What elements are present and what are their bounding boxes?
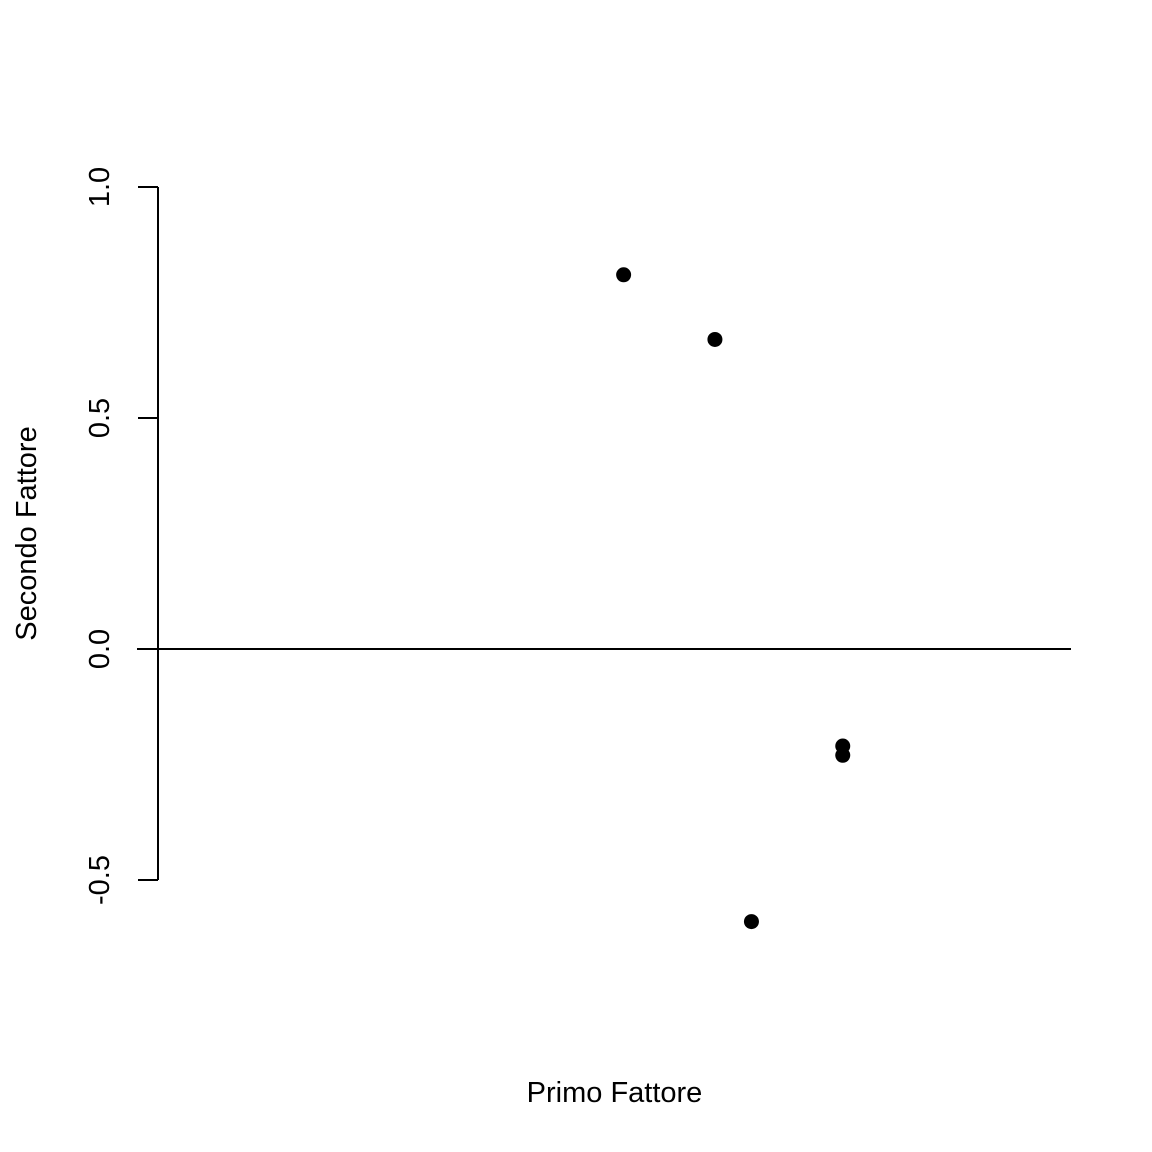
data-point <box>707 331 723 347</box>
data-point <box>743 914 759 930</box>
x-axis-label: Primo Fattore <box>527 1077 703 1109</box>
data-points <box>616 267 851 930</box>
y-tick-label: 1.0 <box>84 167 116 207</box>
y-tick-label: 0.5 <box>84 398 116 438</box>
y-axis-label: Secondo Fattore <box>11 426 43 640</box>
data-point <box>835 747 851 763</box>
data-point <box>616 267 632 283</box>
y-tick-label: -0.5 <box>84 855 116 905</box>
y-tick-label: 0.0 <box>84 629 116 669</box>
